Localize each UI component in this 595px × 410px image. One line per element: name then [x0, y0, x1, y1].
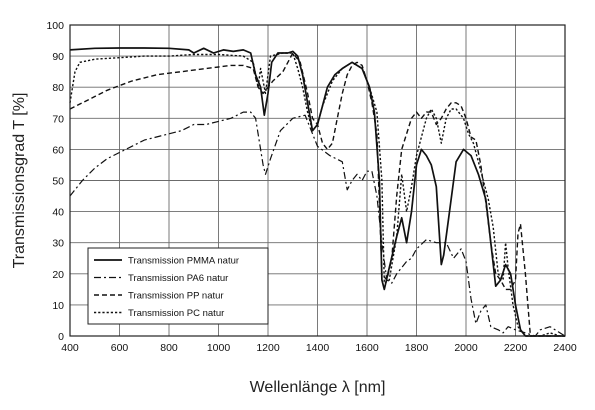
y-tick-label: 40 — [52, 207, 64, 219]
y-tick-label: 90 — [52, 51, 64, 63]
x-tick-label: 1200 — [256, 342, 280, 354]
series-line-4 — [69, 52, 565, 337]
x-tick-label: 2000 — [454, 342, 478, 354]
x-tick-label: 2400 — [553, 342, 577, 354]
y-tick-label: 10 — [52, 300, 64, 312]
series-layer — [69, 47, 566, 337]
x-axis-label: Wellenlänge λ [nm] — [250, 379, 386, 396]
legend-label-2: Transmission PA6 natur — [128, 273, 228, 284]
legend-label-4: Transmission PC natur — [128, 308, 224, 319]
y-tick-label: 50 — [52, 176, 64, 188]
y-tick-labels: 0 10 20 30 40 50 60 70 80 90 100 — [46, 20, 64, 343]
x-tick-label: 800 — [160, 342, 178, 354]
y-tick-label: 60 — [52, 144, 64, 156]
x-tick-label: 1600 — [355, 342, 379, 354]
x-tick-label: 1800 — [405, 342, 429, 354]
y-tick-label: 0 — [58, 331, 64, 343]
plot-frame — [69, 24, 566, 337]
x-tick-label: 1000 — [207, 342, 231, 354]
legend-label-3: Transmission PP natur — [128, 291, 224, 302]
series-line-2 — [69, 111, 566, 337]
legend-label-1: Transmission PMMA natur — [128, 256, 239, 267]
x-tick-labels: 400 600 800 1000 1200 1400 1600 1800 2000 2200 240… — [61, 342, 577, 354]
legend: Transmission PMMA natur Transmission PA6 … — [87, 247, 269, 325]
y-tick-label: 100 — [46, 20, 64, 32]
y-tick-label: 20 — [52, 269, 64, 281]
x-tick-label: 2200 — [504, 342, 528, 354]
x-tick-label: 600 — [111, 342, 129, 354]
x-tick-label: 1400 — [306, 342, 330, 354]
y-tick-label: 30 — [52, 238, 64, 250]
x-tick-label: 400 — [61, 342, 79, 354]
y-tick-label: 80 — [52, 82, 64, 94]
y-tick-label: 70 — [52, 113, 64, 125]
y-axis-label: Transmissionsgrad T [%] — [11, 93, 28, 269]
